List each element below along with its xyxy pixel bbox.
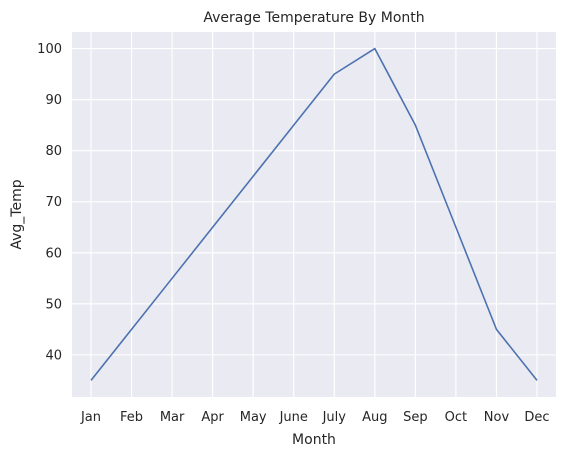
x-axis-label: Month [292,432,336,448]
x-tick-label: Apr [201,410,224,425]
x-tick-label: June [279,410,308,425]
x-tick-label: Aug [362,410,387,425]
y-tick-label: 40 [45,348,62,363]
y-tick-label: 90 [45,93,62,108]
series-line [90,47,538,381]
y-tick-label: 100 [37,42,62,57]
x-tick-label: Jan [80,410,101,425]
x-tick-label: Dec [524,410,549,425]
chart-title: Average Temperature By Month [203,10,424,26]
y-tick-labels: 40 50 60 70 80 90 100 [37,42,62,363]
y-tick-label: 60 [45,246,62,261]
x-tick-label: May [240,410,267,425]
plot-area [72,32,556,397]
x-tick-labels: Jan Feb Mar Apr May June July Aug Sep Oct Nov Dec [80,410,550,425]
x-tick-label: July [322,410,347,425]
x-tick-label: Oct [445,410,467,425]
x-tick-label: Nov [484,410,510,425]
x-tick-label: Mar [160,410,185,425]
y-tick-label: 50 [45,297,62,312]
x-tick-label: Sep [403,410,428,425]
x-tick-label: Feb [120,410,143,425]
y-tick-label: 70 [45,195,62,210]
y-tick-label: 80 [45,144,62,159]
y-axis-label: Avg_Temp [9,179,25,249]
